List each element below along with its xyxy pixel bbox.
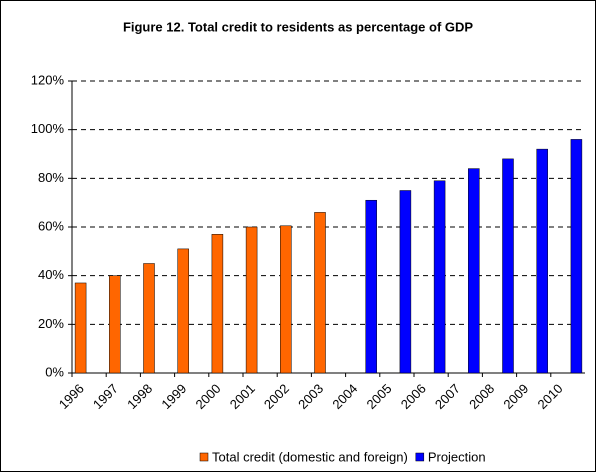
legend-swatch [415,452,425,462]
legend-swatch [199,452,209,462]
bar [211,234,224,374]
y-tick-label: 100% [31,121,65,136]
y-tick-label: 120% [31,72,65,87]
bar [365,199,377,374]
legend-label: Projection [428,449,486,464]
y-tick-label: 40% [38,267,64,282]
y-tick-label: 80% [38,170,64,185]
bar [536,148,548,374]
bar [468,168,480,374]
bar [399,190,412,374]
y-tick-label: 60% [38,218,64,233]
bar [74,282,87,374]
bar [314,212,326,374]
bar [570,139,583,374]
y-tick-label: 20% [38,316,64,331]
y-tick-label: 0% [45,364,64,379]
bar [245,226,258,374]
bar [177,248,189,374]
legend-label: Total credit (domestic and foreign) [212,449,408,464]
bar [109,275,121,374]
bar [143,263,155,374]
bar [280,225,292,374]
bar [502,158,514,374]
chart-title: Figure 12. Total credit to residents as … [123,19,473,34]
bar [433,180,446,374]
